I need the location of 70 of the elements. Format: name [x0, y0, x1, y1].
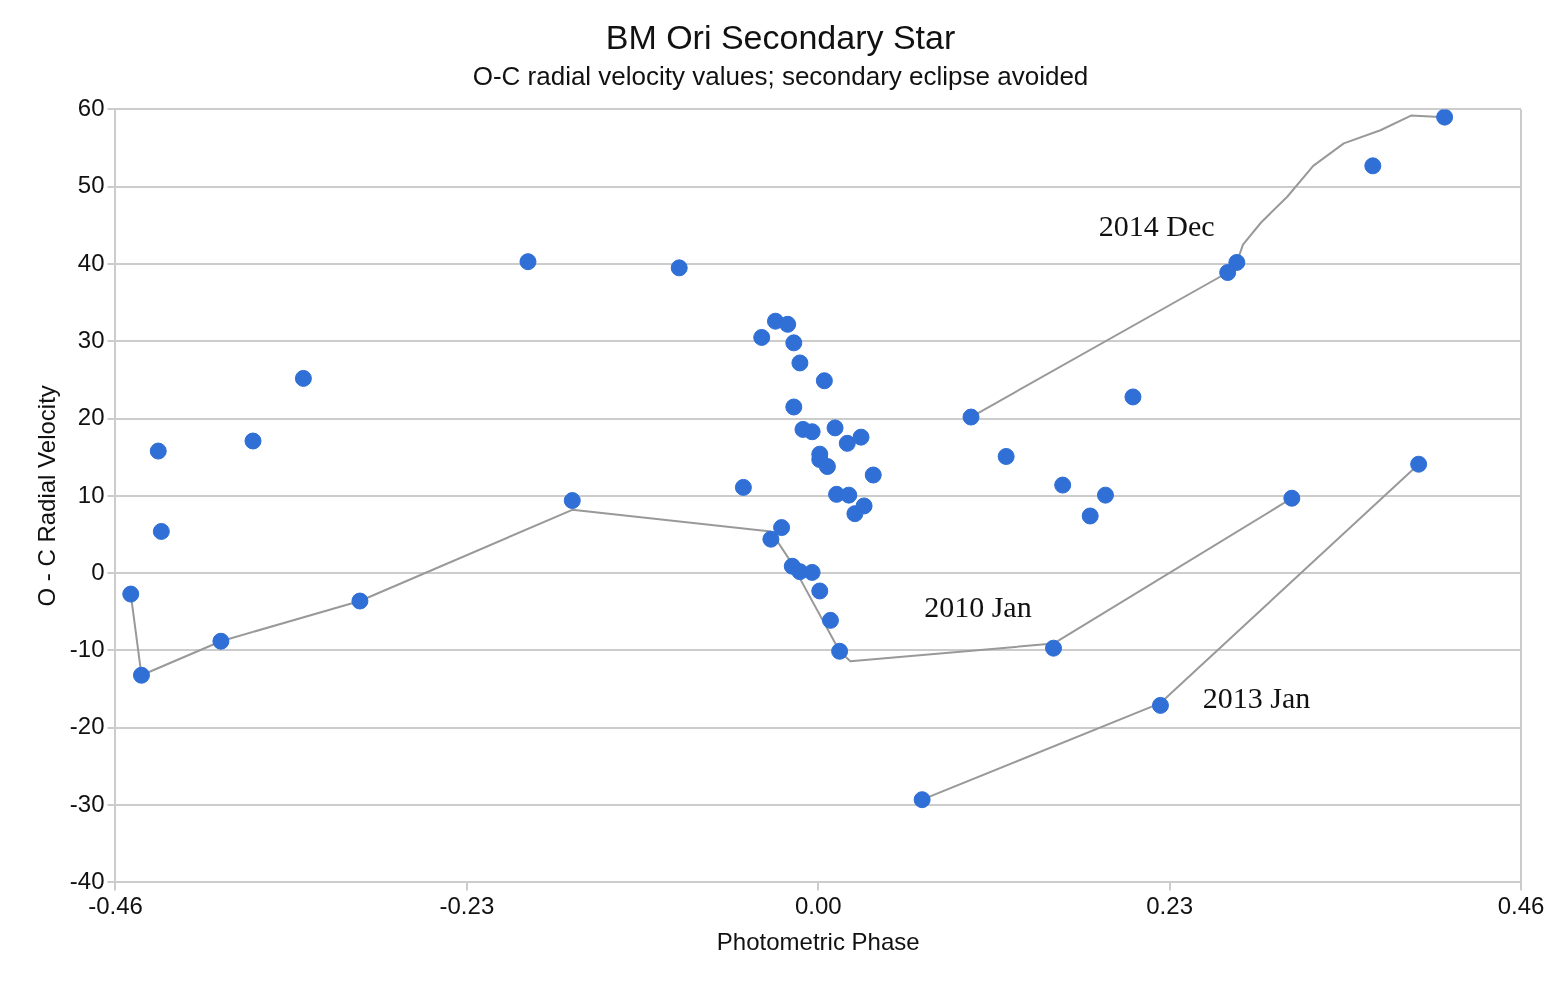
point: [1283, 489, 1301, 507]
point: [351, 592, 369, 610]
point: [1081, 507, 1099, 525]
y-tick-label: -30: [69, 789, 105, 817]
point: [244, 432, 262, 450]
point: [779, 315, 797, 333]
point: [734, 478, 752, 496]
y-tick-label: -10: [69, 635, 105, 663]
point: [1219, 264, 1237, 281]
point: [762, 530, 780, 548]
point: [962, 408, 980, 426]
point: [122, 585, 140, 603]
point: [815, 372, 833, 390]
point: [1124, 388, 1142, 406]
point: [785, 334, 803, 352]
x-tick-label: 0.23: [1146, 892, 1193, 920]
point: [997, 447, 1015, 465]
series-label: 2010 Jan: [924, 590, 1032, 624]
point: [563, 492, 581, 510]
point: [212, 632, 230, 650]
chart-subtitle: O-C radial velocity values; secondary eclipse avoided: [471, 61, 1090, 92]
y-tick-label: 50: [77, 171, 105, 199]
point: [1436, 109, 1454, 126]
point: [132, 666, 150, 684]
x-tick-label: 0.00: [794, 892, 842, 920]
point: [785, 398, 803, 416]
point: [1364, 157, 1382, 175]
chart-title: BM Ori Secondary Star: [604, 18, 957, 57]
x-tick-label: 0.46: [1497, 892, 1545, 920]
y-tick-label: -20: [69, 712, 105, 740]
point: [864, 466, 882, 484]
point: [913, 791, 931, 809]
y-tick-label: 20: [77, 403, 105, 431]
point: [803, 423, 821, 441]
point: [791, 354, 809, 372]
series-label: 2014 Dec: [1098, 209, 1215, 243]
point: [152, 522, 170, 540]
point: [773, 519, 791, 537]
series-label: 2013 Jan: [1202, 680, 1311, 714]
point: [852, 428, 870, 446]
point: [1045, 639, 1063, 657]
point: [840, 486, 858, 504]
y-tick-label: 30: [77, 325, 105, 353]
y-axis-title: O - C Radial Velocity: [33, 385, 61, 607]
point: [753, 328, 771, 346]
point: [670, 259, 688, 277]
point: [838, 434, 856, 452]
point: [1054, 476, 1072, 494]
point: [1228, 253, 1246, 271]
y-tick-label: 60: [77, 94, 105, 122]
y-tick-label: -40: [69, 867, 105, 895]
y-tick-label: 0: [91, 557, 105, 585]
point: [803, 563, 821, 581]
point: [821, 611, 839, 629]
point: [1410, 455, 1428, 473]
point: [826, 419, 844, 437]
x-axis-title: Photometric Phase: [716, 928, 920, 956]
point: [831, 642, 849, 660]
point: [294, 369, 312, 387]
point: [811, 582, 829, 600]
point: [1151, 696, 1169, 714]
y-tick-label: 10: [77, 480, 105, 508]
point: [149, 442, 167, 460]
x-tick-label: -0.46: [88, 892, 143, 920]
point: [1096, 486, 1114, 504]
x-tick-label: -0.23: [439, 892, 495, 920]
y-tick-label: 40: [77, 248, 105, 276]
point: [818, 458, 836, 476]
point: [855, 497, 873, 515]
point: [519, 253, 537, 271]
